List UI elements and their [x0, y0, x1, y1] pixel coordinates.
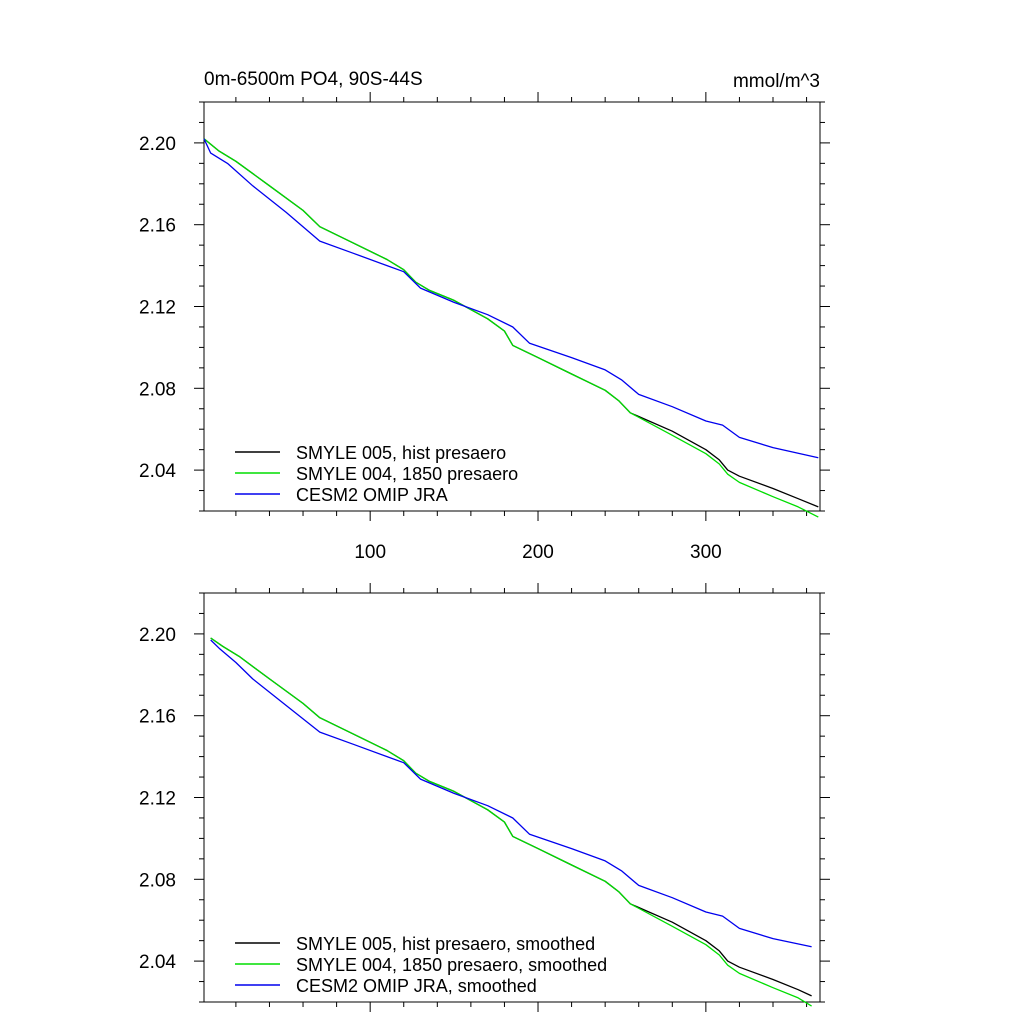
x-tick-label: 100: [354, 542, 386, 563]
y-tick-label: 2.04: [139, 461, 176, 482]
units-label: mmol/m^3: [733, 71, 820, 92]
y-tick-label: 2.16: [139, 216, 176, 237]
x-tick-label: 300: [690, 542, 722, 563]
y-tick-label: 2.20: [139, 625, 176, 646]
legend-label: SMYLE 005, hist presaero: [296, 443, 506, 463]
legend-label: SMYLE 005, hist presaero, smoothed: [296, 934, 595, 954]
series-line: [210, 637, 812, 1007]
series-line: [203, 138, 819, 459]
chart-title: 0m-6500m PO4, 90S-44S: [204, 69, 423, 90]
legend-label: CESM2 OMIP JRA: [296, 485, 448, 505]
y-tick-label: 2.04: [139, 952, 176, 973]
y-tick-label: 2.08: [139, 379, 176, 400]
x-tick-label: 200: [522, 542, 554, 563]
legend-label: SMYLE 004, 1850 presaero: [296, 464, 518, 484]
y-tick-label: 2.12: [139, 789, 176, 810]
y-tick-label: 2.16: [139, 707, 176, 728]
y-tick-label: 2.12: [139, 298, 176, 319]
y-tick-label: 2.08: [139, 870, 176, 891]
legend-label: SMYLE 004, 1850 presaero, smoothed: [296, 955, 607, 975]
top-panel: 2.04 2.08 2.12 2.16 2.20 100 200 300 SMYLE 005, …: [139, 92, 830, 563]
y-tick-label: 2.20: [139, 134, 176, 155]
series-line: [210, 639, 812, 948]
series-line: [203, 138, 819, 518]
bottom-panel: 2.04 2.08 2.12 2.16 2.20 SMYLE 005, hist pres…: [139, 583, 830, 1012]
legend-label: CESM2 OMIP JRA, smoothed: [296, 976, 537, 996]
